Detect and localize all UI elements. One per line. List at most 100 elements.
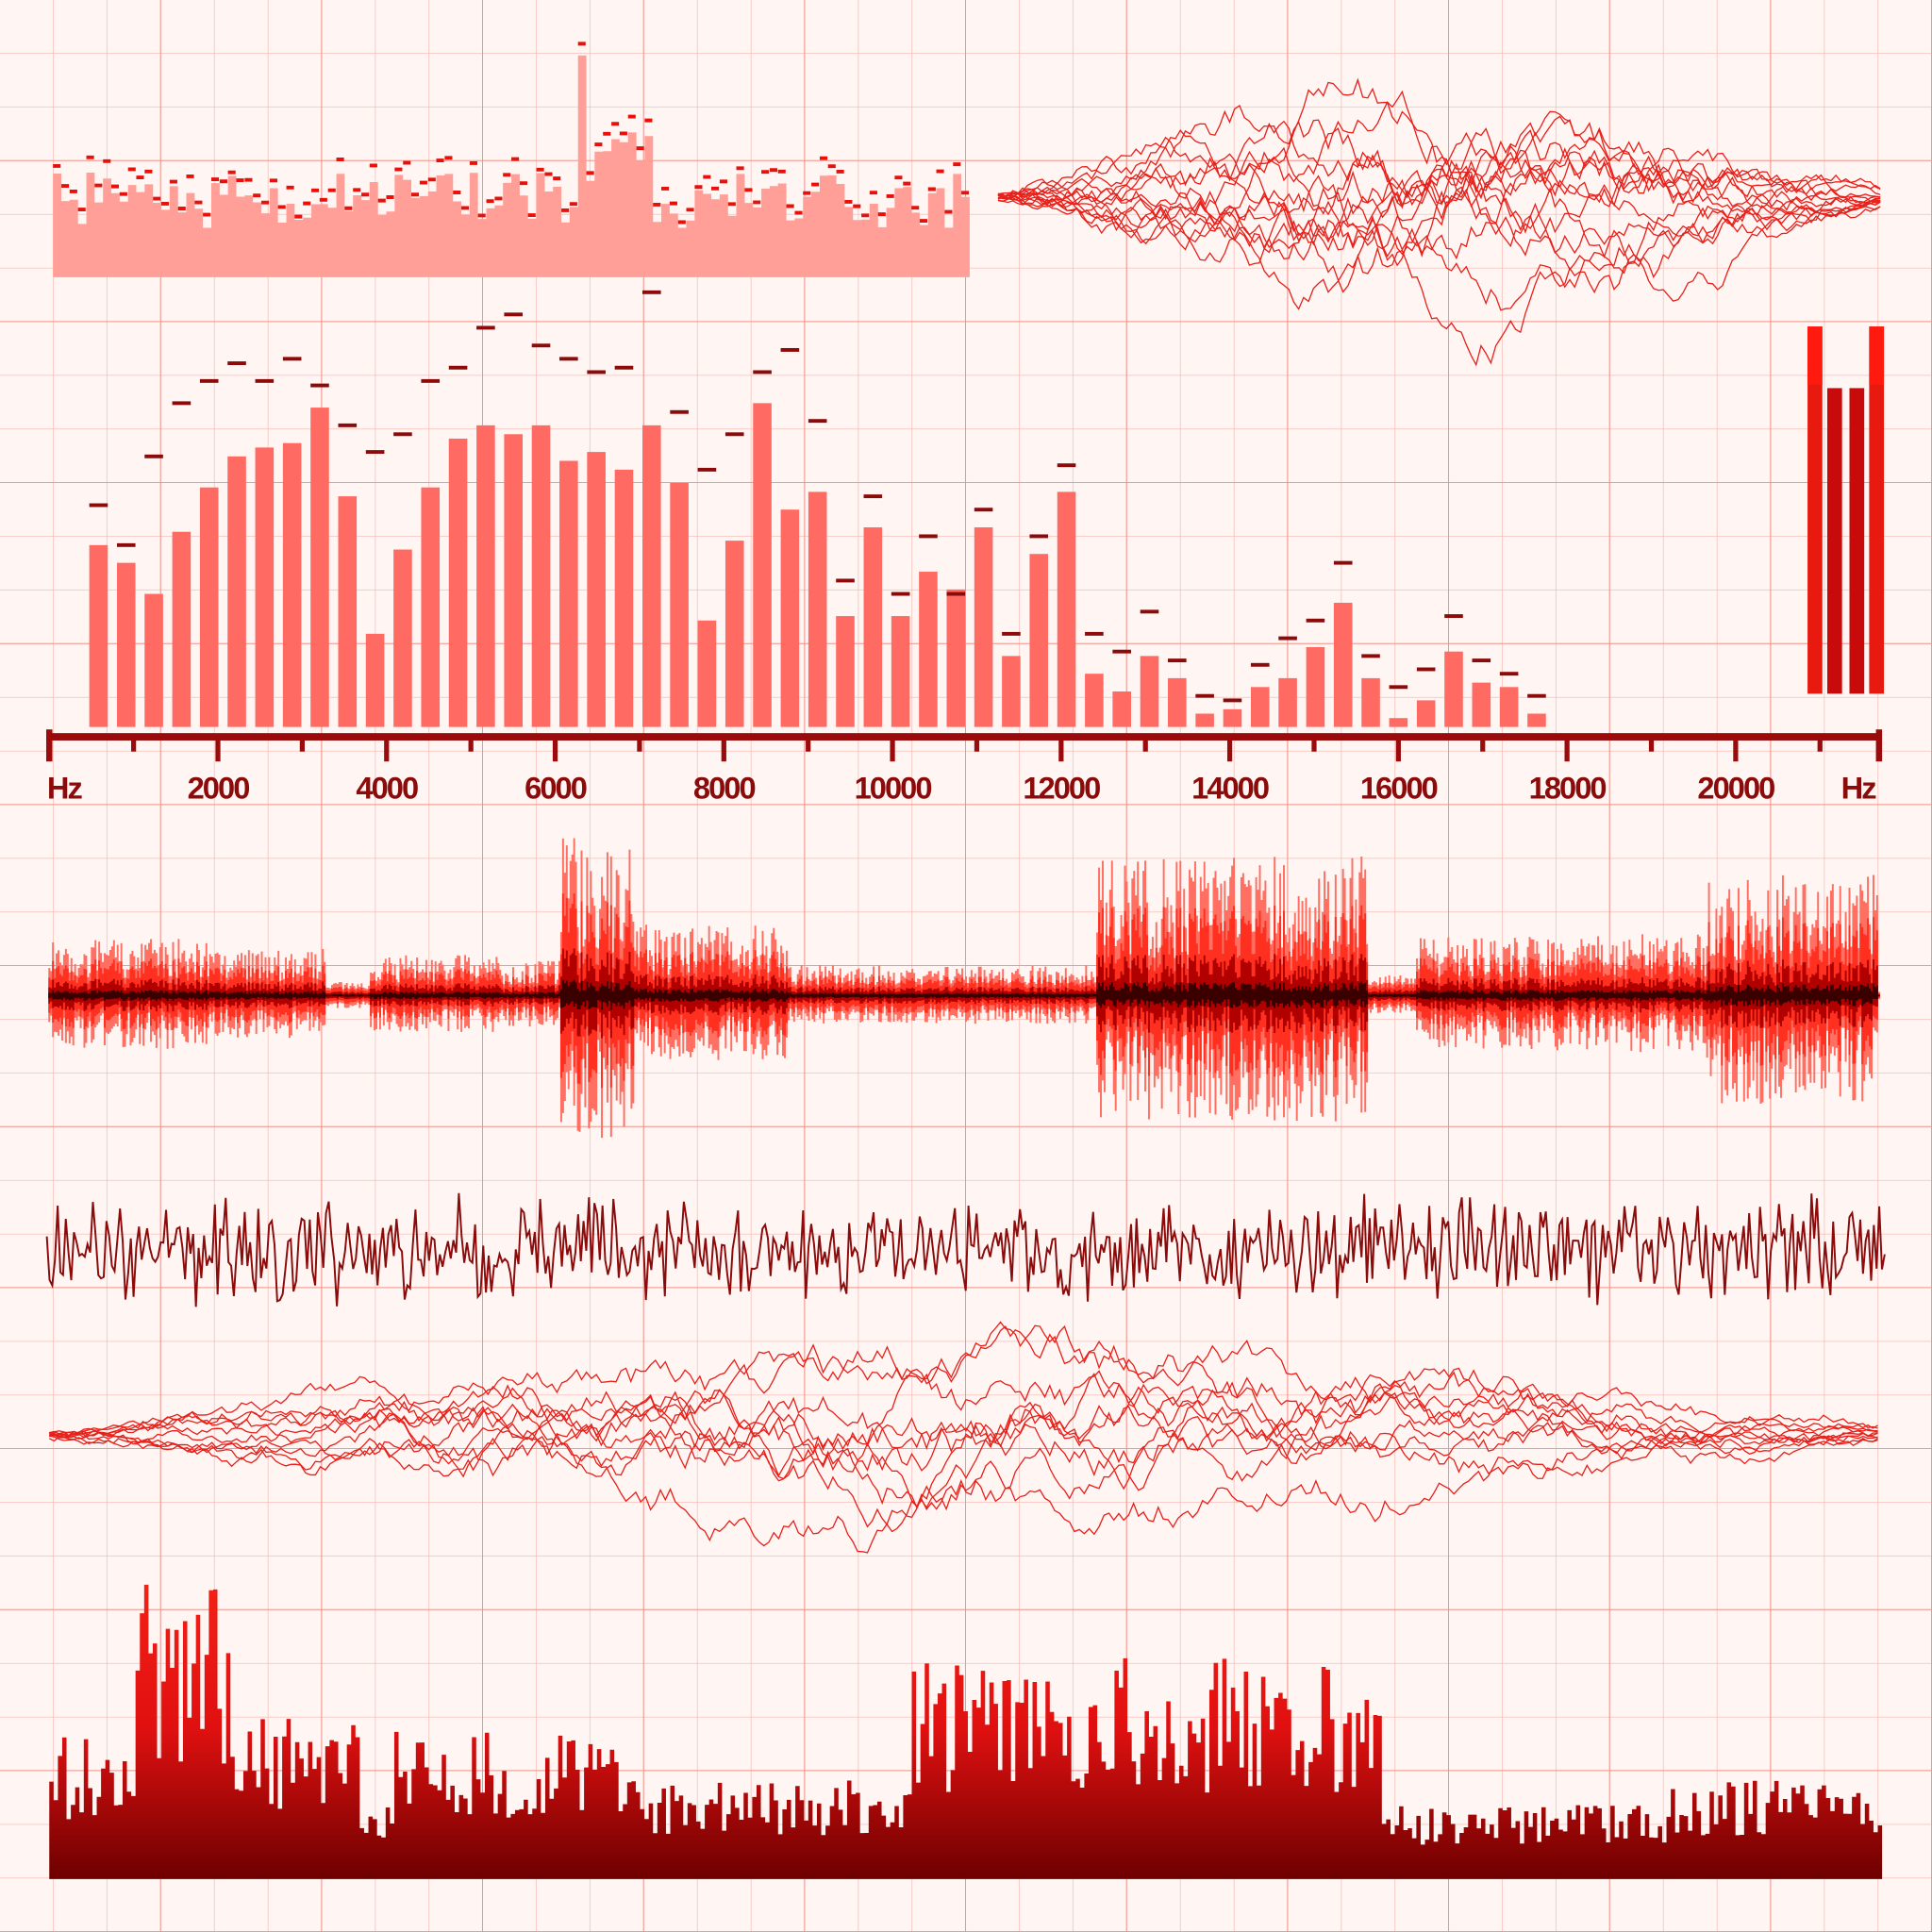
bar [282,442,302,727]
peak-marker [1333,560,1353,565]
meter-bar [1826,388,1842,694]
x-minor-tick [131,737,137,752]
trace-line [49,1369,1878,1477]
bar [476,425,495,727]
x-tick [1733,737,1739,762]
bar [724,541,744,727]
bar [753,403,772,727]
x-tick [890,737,895,762]
x-minor-tick [1648,737,1655,752]
peak-marker [919,534,938,539]
bar [1499,687,1519,727]
x-tick-label: 18000 [1529,770,1607,805]
x-axis-label: Hz [1841,770,1877,805]
bar [365,633,385,727]
bar [559,460,578,727]
x-minor-tick [1311,737,1317,752]
bar [1278,677,1297,727]
bar [1306,646,1325,727]
bar [172,531,192,727]
peak-marker [1250,662,1270,667]
peak-marker [448,365,468,370]
trace-line [997,120,1881,225]
peak-marker [172,401,192,406]
x-tick [721,737,726,762]
x-minor-tick [806,737,811,752]
trace-line [997,165,1881,255]
x-tick [1058,737,1064,762]
bar [919,572,938,727]
peak-marker [1278,636,1297,641]
x-tick [1395,737,1401,762]
peak-marker [227,361,246,366]
peak-marker [89,503,108,508]
trace-line [997,110,1881,267]
x-minor-tick [1817,737,1823,752]
x-tick [215,737,221,762]
meter-bar [1807,326,1823,694]
bar [1195,713,1214,727]
peak-marker [1527,693,1546,698]
x-tick-label: 12000 [1023,770,1100,805]
bar [1168,677,1187,727]
peak-marker [1223,698,1242,703]
x-tick-label: 2000 [188,770,250,805]
bar [1223,708,1242,727]
peak-marker [697,467,717,472]
bar [1444,651,1463,727]
trace-line [48,1376,1878,1509]
x-tick-label: 16000 [1360,770,1438,805]
peak-marker [393,432,412,437]
x-tick [384,737,390,762]
trace-line [997,149,1881,266]
peak-marker [1195,693,1214,698]
peak-marker [1361,654,1380,658]
peak-marker [1389,685,1408,690]
bar [1416,700,1436,727]
x-tick [552,737,558,762]
x-minor-tick [299,737,306,752]
bar [89,544,108,727]
x-tick-label: 8000 [693,770,756,805]
trace-line [997,176,1881,302]
bar [1002,656,1021,727]
bar [1333,602,1353,727]
bar [531,425,551,727]
bar [421,487,441,727]
x-minor-tick [974,737,980,752]
bar [1250,687,1270,727]
bar [946,589,966,727]
peak-marker [1499,672,1519,676]
peak-marker [1002,631,1021,636]
peak-marker [836,578,855,583]
peak-marker [504,312,523,317]
x-tick-label: 10000 [855,770,932,805]
x-tick-label: 20000 [1697,770,1774,805]
bar [1057,491,1076,727]
trace-line [49,1391,1878,1509]
trace-line [997,115,1881,233]
peak-marker [724,432,744,437]
peak-marker [1306,618,1325,623]
x-minor-tick [637,737,642,752]
peak-marker [338,423,358,427]
trace-line [49,1389,1878,1491]
trace-line [997,189,1881,367]
peak-marker [587,370,606,375]
bar [974,527,993,727]
peak-marker [1416,667,1436,672]
bar [448,438,468,727]
bar [780,509,800,727]
meter-peak [1807,326,1823,385]
peak-marker [144,454,163,458]
peak-marker [255,378,275,383]
bar [199,487,219,727]
trace-line [48,1373,1878,1477]
peak-marker [116,542,136,547]
bar [863,527,883,727]
x-tick-label: 4000 [356,770,418,805]
bar [836,616,855,727]
peak-marker [1112,649,1131,654]
trace-line [997,104,1881,209]
x-axis-end-tick [45,729,53,762]
